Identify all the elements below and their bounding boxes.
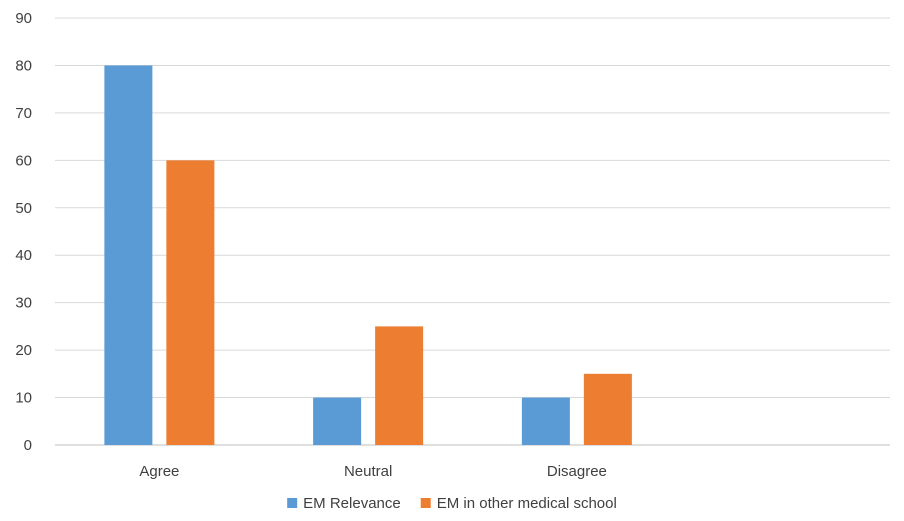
x-category-label: Neutral	[344, 463, 392, 480]
bar-em-relevance-neutral	[313, 397, 362, 445]
x-category-label: Agree	[139, 463, 179, 480]
y-tick-label: 90	[15, 10, 32, 27]
y-tick-label: 0	[24, 437, 32, 454]
legend-swatch	[420, 498, 431, 508]
bar-em-other-school-neutral	[375, 326, 424, 445]
bar-em-relevance-agree	[104, 65, 153, 445]
y-tick-label: 60	[15, 152, 32, 169]
bars	[104, 65, 632, 446]
legend-label: EM in other medical school	[437, 495, 617, 512]
bar-em-other-school-disagree	[583, 373, 632, 445]
y-tick-label: 10	[15, 390, 32, 407]
y-axis-ticks: 0 10 20 30 40 50 60 70 80 90	[15, 10, 32, 454]
legend: EM Relevance EM in other medical school	[287, 495, 617, 512]
y-tick-label: 30	[15, 295, 32, 312]
bar-em-other-school-agree	[166, 160, 215, 446]
x-category-label: Disagree	[547, 463, 607, 480]
y-tick-label: 40	[15, 247, 32, 264]
y-tick-label: 80	[15, 57, 32, 74]
y-tick-label: 20	[15, 342, 32, 359]
legend-label: EM Relevance	[303, 495, 401, 512]
y-tick-label: 50	[15, 200, 32, 217]
y-tick-label: 70	[15, 105, 32, 122]
x-axis-categories: Agree Neutral Disagree	[139, 463, 607, 480]
bar-em-relevance-disagree	[521, 397, 570, 445]
legend-swatch	[287, 498, 298, 508]
